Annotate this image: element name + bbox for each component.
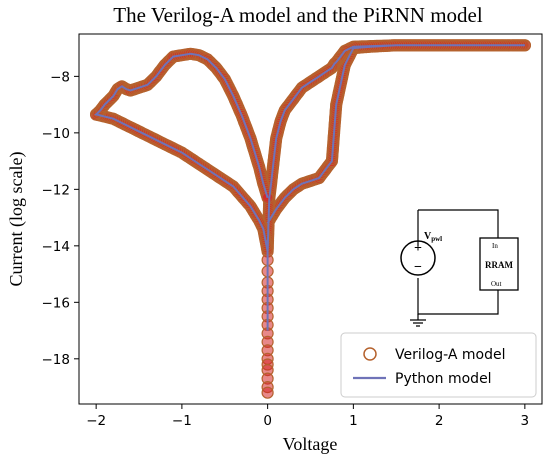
x-tick-label: 0	[263, 413, 272, 429]
source-label: Vpwl	[424, 231, 442, 243]
source-plus: +	[414, 241, 422, 256]
legend-label-python: Python model	[395, 371, 492, 387]
ground-icon	[410, 319, 426, 327]
y-tick-label: −16	[42, 295, 71, 311]
chart-title: The Verilog-A model and the PiRNN model	[113, 3, 483, 27]
legend-box	[340, 332, 537, 398]
circuit-wires	[417, 209, 499, 315]
voltage-source-icon	[400, 240, 436, 276]
rram-label: RRAM	[485, 260, 513, 270]
x-axis: −2 −1 0 1 2 3	[86, 404, 529, 429]
x-axis-label: Voltage	[283, 434, 338, 454]
x-tick-label: −1	[172, 413, 192, 429]
legend-label-verilog: Verilog-A model	[395, 347, 505, 363]
rram-in-label: In	[492, 242, 498, 250]
x-tick-label: 1	[349, 413, 358, 429]
plot-area	[89, 39, 532, 399]
circuit-inset: + − Vpwl RRAM In Out	[396, 206, 519, 327]
y-tick-label: −8	[50, 69, 70, 85]
y-tick-label: −12	[42, 182, 71, 198]
x-tick-label: 2	[435, 413, 444, 429]
y-tick-label: −18	[42, 352, 71, 368]
x-tick-label: −2	[86, 413, 106, 429]
plot-frame	[78, 33, 543, 405]
y-tick-label: −14	[42, 239, 71, 255]
legend: Verilog-A model Python model	[340, 332, 537, 398]
y-axis: −18 −16 −14 −12 −10 −8	[42, 69, 79, 368]
verilog-point	[261, 386, 274, 399]
x-tick-label: 3	[521, 413, 530, 429]
y-tick-label: −10	[42, 126, 71, 142]
rram-out-label: Out	[491, 280, 502, 288]
y-axis-label: Current (log scale)	[6, 152, 27, 287]
legend-marker-verilog	[363, 347, 377, 361]
rram-device-icon	[479, 237, 519, 291]
source-minus: −	[414, 260, 422, 275]
